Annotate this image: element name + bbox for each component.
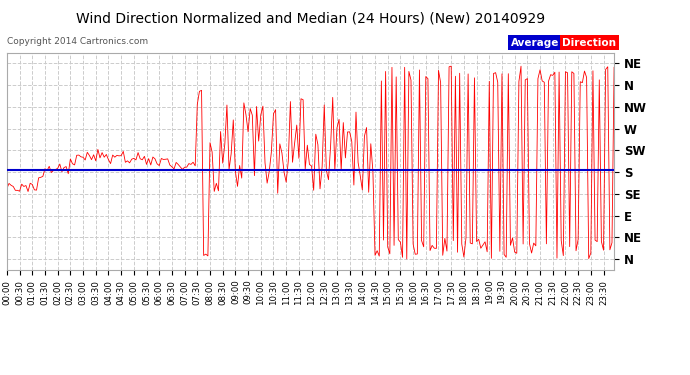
Text: Average: Average xyxy=(511,38,559,48)
Text: Wind Direction Normalized and Median (24 Hours) (New) 20140929: Wind Direction Normalized and Median (24… xyxy=(76,11,545,25)
Text: Direction: Direction xyxy=(562,38,616,48)
Text: Copyright 2014 Cartronics.com: Copyright 2014 Cartronics.com xyxy=(7,38,148,46)
